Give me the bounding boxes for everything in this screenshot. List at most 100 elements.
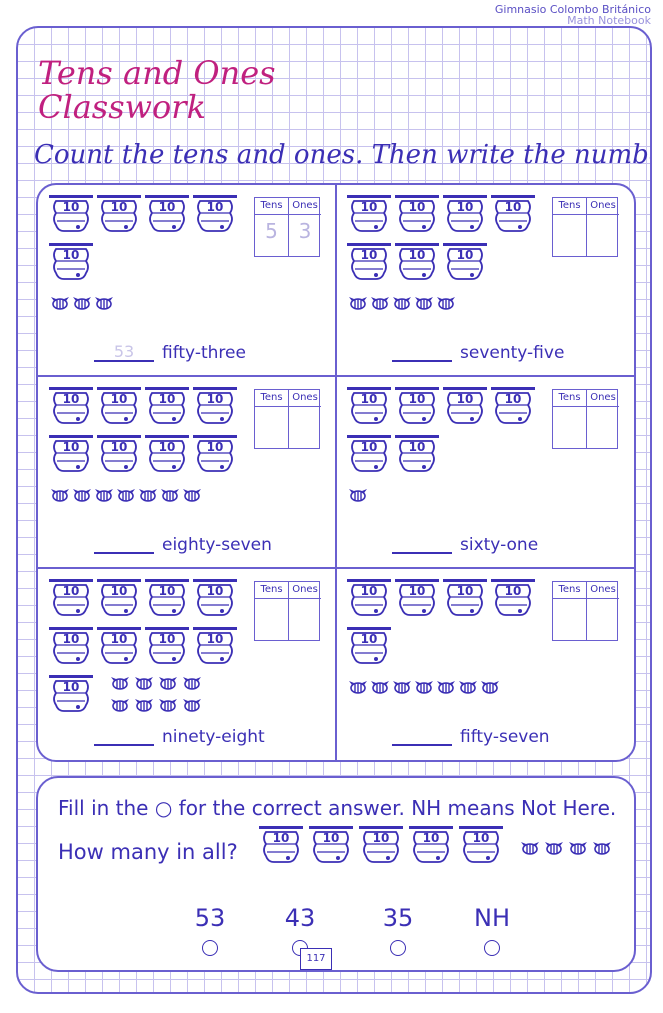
beehive-ten-icon: 10 — [192, 193, 238, 239]
answer-option-label: 43 — [284, 904, 316, 932]
ones-label: Ones — [289, 198, 321, 215]
answer-field[interactable] — [392, 342, 452, 362]
svg-text:10: 10 — [505, 392, 522, 406]
bee-one-icon — [392, 293, 412, 313]
svg-text:10: 10 — [63, 392, 80, 406]
ones-label: Ones — [587, 582, 619, 599]
tens-ones-table[interactable]: Tens Ones — [552, 389, 619, 449]
beehive-ten-icon: 10 — [96, 433, 142, 479]
bee-one-icon — [436, 677, 456, 697]
beehive-ten-icon: 10 — [48, 673, 94, 719]
svg-text:10: 10 — [111, 200, 128, 214]
beehive-ten-icon: 10 — [394, 433, 440, 479]
answer-radio[interactable] — [390, 940, 406, 956]
beehive-ten-icon: 10 — [394, 241, 440, 287]
svg-text:10: 10 — [159, 632, 176, 646]
exercise-cell: 10 10 10 10 10 10 — [38, 377, 336, 568]
beehive-ten-icon: 10 — [490, 385, 536, 431]
beehive-ten-icon: 10 — [490, 193, 536, 239]
svg-text:10: 10 — [409, 248, 426, 262]
bee-one-icon — [414, 677, 434, 697]
beehive-ten-icon: 10 — [442, 241, 488, 287]
svg-text:10: 10 — [323, 831, 340, 845]
svg-text:10: 10 — [409, 392, 426, 406]
svg-text:10: 10 — [457, 248, 474, 262]
svg-text:10: 10 — [159, 200, 176, 214]
tens-column: Tens — [553, 390, 586, 448]
beehive-ten-icon: 10 — [48, 193, 94, 239]
bee-one-icon — [592, 838, 612, 858]
tens-ones-table[interactable]: Tens Ones — [552, 197, 619, 257]
number-word: ninety-eight — [162, 727, 265, 747]
answer-radio[interactable] — [202, 940, 218, 956]
beehive-ten-icon: 10 — [346, 385, 392, 431]
tens-label: Tens — [255, 390, 288, 407]
bee-one-icon — [348, 293, 368, 313]
ones-column: Ones 3 — [288, 198, 321, 256]
tens-label: Tens — [553, 582, 586, 599]
svg-text:10: 10 — [409, 584, 426, 598]
svg-text:10: 10 — [373, 831, 390, 845]
beehive-ten-icon: 10 — [346, 433, 392, 479]
exercise-grid: 10 10 10 10 10 — [36, 183, 636, 762]
notebook-page: Tens and Ones Classwork Count the tens a… — [16, 26, 652, 994]
svg-text:10: 10 — [505, 200, 522, 214]
bee-one-icon — [116, 485, 136, 505]
answer-field[interactable] — [392, 534, 452, 554]
bee-one-icon — [520, 838, 540, 858]
bee-one-icon — [480, 677, 500, 697]
svg-text:10: 10 — [207, 200, 224, 214]
svg-text:10: 10 — [409, 440, 426, 454]
svg-text:10: 10 — [361, 248, 378, 262]
beehive-ten-icon: 10 — [192, 625, 238, 671]
bee-one-icon — [110, 695, 130, 715]
beehive-ten-icon: 10 — [144, 433, 190, 479]
ones-value: 3 — [298, 219, 312, 243]
answer-field[interactable]: 53 — [94, 342, 154, 362]
bee-one-icon — [348, 485, 368, 505]
exercise-cell: 10 10 10 10 10 — [38, 185, 336, 376]
beehive-ten-icon: 10 — [96, 193, 142, 239]
answer-radio[interactable] — [484, 940, 500, 956]
tens-ones-table[interactable]: Tens Ones — [254, 581, 321, 641]
bee-one-icon — [160, 485, 180, 505]
bee-one-icon — [414, 293, 434, 313]
bee-one-icon — [182, 673, 202, 693]
answer-option-label: 35 — [382, 904, 414, 932]
svg-text:10: 10 — [159, 584, 176, 598]
quiz-instruction: Fill in the ○ for the correct answer. NH… — [58, 796, 617, 820]
school-name: Gimnasio Colombo Británico — [494, 3, 651, 16]
grid-divider — [335, 185, 337, 760]
tens-ones-table[interactable]: Tens Ones — [552, 581, 619, 641]
bee-one-icon — [94, 485, 114, 505]
grid-divider — [38, 375, 634, 377]
svg-text:10: 10 — [207, 440, 224, 454]
tens-value: 5 — [265, 219, 278, 243]
tens-label: Tens — [255, 198, 288, 215]
answer-field[interactable] — [392, 726, 452, 746]
beehive-ten-icon: 10 — [442, 193, 488, 239]
svg-text:10: 10 — [63, 200, 80, 214]
svg-text:10: 10 — [409, 200, 426, 214]
beehive-ten-icon: 10 — [48, 385, 94, 431]
tens-column: Tens — [255, 582, 288, 640]
tens-ones-table[interactable]: Tens Ones — [254, 389, 321, 449]
beehive-ten-icon: 10 — [442, 385, 488, 431]
svg-text:10: 10 — [505, 584, 522, 598]
bee-one-icon — [50, 485, 70, 505]
ones-label: Ones — [587, 390, 619, 407]
svg-text:10: 10 — [159, 440, 176, 454]
tens-ones-table[interactable]: Tens 5 Ones 3 — [254, 197, 321, 257]
beehive-ten-icon: 10 — [490, 577, 536, 623]
answer-field[interactable] — [94, 726, 154, 746]
svg-text:10: 10 — [273, 831, 290, 845]
bee-one-icon — [138, 485, 158, 505]
ones-column: Ones — [586, 390, 619, 448]
ones-column: Ones — [288, 390, 321, 448]
svg-text:10: 10 — [207, 632, 224, 646]
exercise-cell: 10 10 10 10 10 10 — [38, 569, 336, 760]
beehive-ten-icon: 10 — [144, 625, 190, 671]
svg-text:10: 10 — [457, 200, 474, 214]
svg-text:10: 10 — [361, 440, 378, 454]
answer-field[interactable] — [94, 534, 154, 554]
